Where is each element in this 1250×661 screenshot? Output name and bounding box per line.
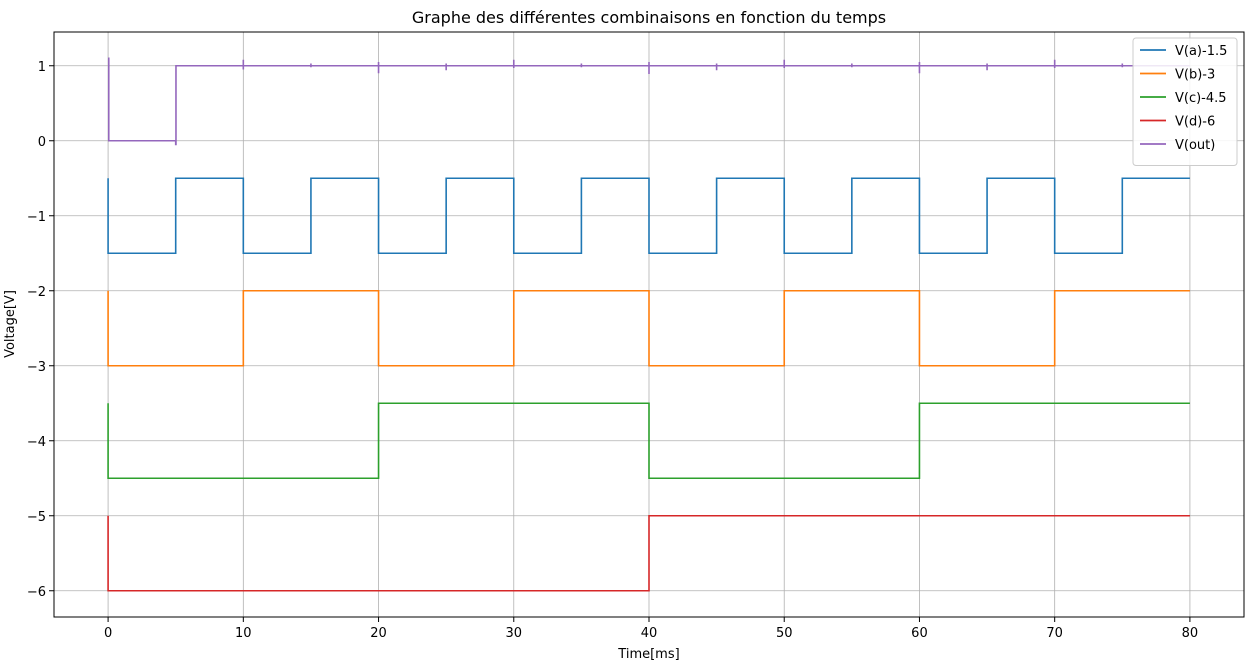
y-tick-label: 1 bbox=[38, 60, 46, 75]
x-tick-label: 40 bbox=[641, 626, 658, 641]
legend-label: V(d)-6 bbox=[1175, 115, 1215, 130]
series-lines bbox=[107, 57, 1190, 592]
x-tick-label: 70 bbox=[1046, 626, 1063, 641]
legend-label: V(b)-3 bbox=[1175, 68, 1215, 83]
x-axis-label: Time[ms] bbox=[617, 647, 679, 661]
y-tick-label: −4 bbox=[27, 435, 46, 450]
y-tick-label: −3 bbox=[27, 360, 46, 375]
x-tick-label: 10 bbox=[235, 626, 252, 641]
y-axis-label: Voltage[V] bbox=[3, 290, 18, 358]
x-tick-label: 20 bbox=[370, 626, 387, 641]
chart-title: Graphe des différentes combinaisons en f… bbox=[412, 8, 886, 27]
legend-label: V(out) bbox=[1175, 138, 1215, 153]
x-tick-label: 60 bbox=[911, 626, 928, 641]
x-axis-ticks: 0 10 20 30 40 50 60 70 80 bbox=[104, 617, 1198, 641]
x-tick-label: 50 bbox=[776, 626, 793, 641]
legend-label: V(c)-4.5 bbox=[1175, 91, 1227, 106]
y-tick-label: −6 bbox=[27, 585, 46, 600]
legend-box bbox=[1132, 37, 1238, 166]
series-line-1 bbox=[107, 177, 1190, 255]
y-tick-label: −1 bbox=[27, 210, 46, 225]
x-tick-label: 80 bbox=[1182, 626, 1199, 641]
series-line-2 bbox=[107, 289, 1190, 367]
y-tick-label: −2 bbox=[27, 285, 46, 300]
series-line-5 bbox=[107, 57, 1190, 146]
y-axis-ticks: 1 0 −1 −2 −3 −4 −5 −6 bbox=[27, 60, 54, 600]
y-tick-label: −5 bbox=[27, 510, 46, 525]
series-line-3 bbox=[107, 402, 1190, 480]
legend-label: V(a)-1.5 bbox=[1175, 44, 1227, 59]
legend: V(a)-1.5 V(b)-3 V(c)-4.5 V(d)-6 V(out) bbox=[1132, 37, 1238, 166]
series-line-4 bbox=[107, 514, 1190, 592]
y-tick-label: 0 bbox=[38, 135, 46, 150]
x-tick-label: 0 bbox=[104, 626, 112, 641]
x-tick-label: 30 bbox=[505, 626, 522, 641]
